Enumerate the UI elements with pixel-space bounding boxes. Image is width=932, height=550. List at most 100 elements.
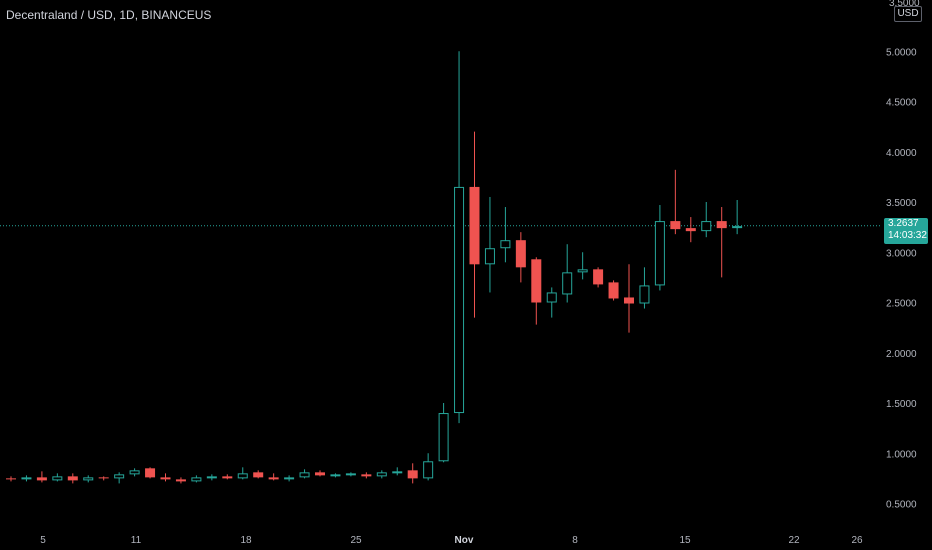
candle — [469, 131, 480, 318]
candle-body-up — [639, 285, 650, 304]
candle-body-up — [330, 474, 341, 477]
y-tick-label: 2.5000 — [886, 299, 917, 310]
candle — [407, 463, 418, 484]
candle — [608, 280, 619, 301]
candle — [392, 467, 403, 476]
candle-body-down — [361, 474, 372, 477]
candle-body-up — [129, 470, 140, 475]
candle — [284, 475, 295, 482]
candle — [191, 475, 202, 483]
candle-body-up — [732, 226, 743, 229]
candle — [67, 473, 78, 484]
candle — [654, 205, 665, 291]
candle-body-down — [608, 282, 619, 299]
y-tick-label: 0.5000 — [886, 500, 917, 511]
candle — [114, 472, 125, 484]
x-tick-label: 22 — [788, 535, 800, 546]
candle — [222, 474, 233, 480]
candle-body-up — [654, 221, 665, 286]
y-tick-label: 2.0000 — [886, 349, 917, 360]
y-tick-label: 5.0000 — [886, 47, 917, 58]
candle — [129, 468, 140, 477]
candles — [6, 51, 743, 484]
candle-body-down — [515, 240, 526, 268]
candle-body-down — [685, 228, 696, 232]
candle-body-down — [670, 221, 681, 230]
bar-countdown: 14:03:32 — [888, 230, 927, 241]
candle — [500, 207, 511, 263]
candle-body-down — [145, 468, 156, 478]
candle — [330, 473, 341, 478]
x-tick-label: 11 — [131, 535, 142, 546]
candle-body-up — [484, 248, 495, 265]
candle-body-up — [546, 292, 557, 303]
candle — [268, 473, 279, 481]
candle — [376, 470, 387, 479]
candle-body-up — [83, 477, 94, 481]
candle-body-down — [469, 186, 480, 265]
candle — [639, 267, 650, 309]
candle — [361, 472, 372, 479]
candle-body-up — [454, 186, 465, 414]
candle — [160, 473, 171, 482]
candle — [6, 476, 16, 482]
candle-body-up — [52, 476, 63, 481]
price-axis[interactable]: 0.5000 1.0000 1.5000 2.0000 2.5000 3.0000 3.50… — [886, 0, 920, 511]
candle — [515, 232, 526, 283]
candle — [701, 202, 712, 238]
last-price-tag: 3.2637 14:03:32 — [884, 218, 928, 244]
candle-body-up — [392, 471, 403, 474]
candle — [732, 199, 743, 235]
candle-body-up — [423, 461, 434, 479]
candle — [21, 475, 32, 482]
candle — [716, 207, 727, 278]
candle-body-down — [531, 259, 542, 303]
candle — [83, 475, 94, 483]
candle — [315, 470, 325, 477]
candle — [423, 453, 434, 481]
candle — [685, 217, 696, 243]
candle-body-up — [500, 240, 511, 249]
candle-body-down — [6, 478, 16, 480]
candle-body-up — [701, 221, 712, 232]
y-tick-label: 1.0000 — [886, 449, 917, 460]
candle — [624, 264, 634, 333]
x-tick-label: 25 — [350, 535, 362, 546]
candle — [36, 471, 47, 483]
candle-body-up — [114, 474, 125, 479]
candle — [438, 403, 449, 463]
candle — [145, 467, 156, 479]
candle — [345, 472, 356, 477]
candle-body-down — [222, 476, 233, 479]
candle — [562, 244, 573, 303]
candle — [299, 469, 310, 479]
candle-body-up — [237, 473, 248, 479]
candle-body-down — [624, 297, 634, 304]
candle — [593, 267, 604, 288]
candle — [98, 476, 109, 481]
candle-body-up — [191, 477, 202, 482]
candle-body-down — [253, 472, 264, 478]
currency-selector-button[interactable]: USD — [894, 6, 922, 22]
chart-title: Decentraland / USD, 1D, BINANCEUS — [6, 8, 212, 22]
y-tick-label: 4.0000 — [886, 148, 917, 159]
candle — [253, 470, 264, 479]
candle — [237, 467, 248, 480]
time-axis[interactable]: 5 11 18 25 Nov 8 15 22 26 — [40, 535, 863, 546]
candle — [484, 196, 495, 293]
candle — [670, 169, 681, 235]
y-tick-label: 3.5000 — [886, 198, 917, 209]
candle-body-up — [438, 413, 449, 462]
y-tick-label-partial: 3.5000 — [889, 0, 920, 9]
candle-body-down — [315, 472, 325, 476]
candle-body-down — [36, 477, 47, 481]
candle-body-up — [562, 272, 573, 295]
candle-body-up — [284, 477, 295, 480]
x-tick-label: 18 — [240, 535, 252, 546]
candle — [175, 477, 186, 484]
candle-body-down — [160, 477, 171, 480]
last-price-value: 3.2637 — [888, 218, 919, 229]
x-tick-label: 8 — [572, 535, 578, 546]
candle — [52, 473, 63, 482]
